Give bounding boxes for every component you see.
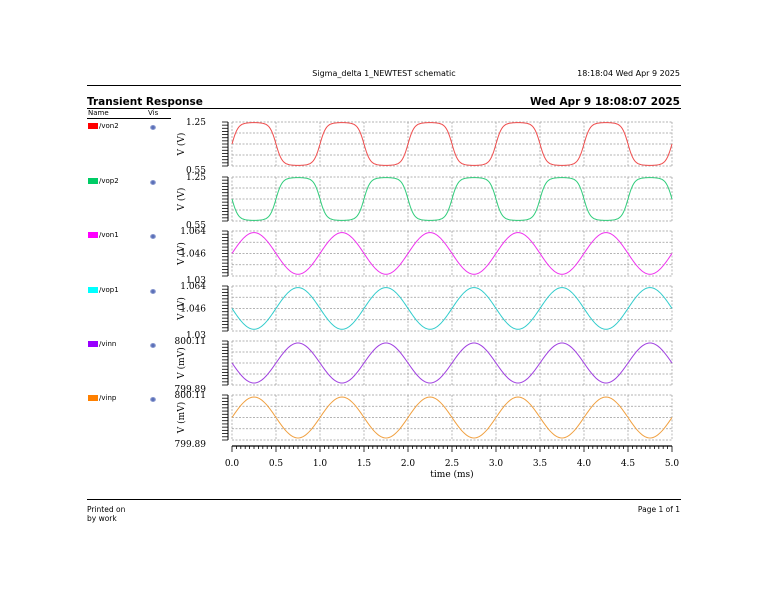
eye-icon[interactable] (150, 180, 156, 185)
strip-vop1: 1.064 1.046 1.03 V (V) (176, 282, 673, 341)
legend-label: /vop2 (99, 177, 119, 185)
legend-divider (87, 118, 171, 119)
svg-text:0.0: 0.0 (225, 459, 240, 469)
x-axis-label: time (ms) (430, 469, 473, 480)
x-axis: 0.0 0.5 1.0 1.5 2.0 2.5 3.0 3.5 4.0 4.5 5.0 time (m… (225, 445, 680, 480)
trace-vinn (231, 342, 673, 384)
svg-text:V (mV): V (mV) (176, 347, 187, 379)
trace-vop1 (231, 287, 673, 330)
svg-text:3.5: 3.5 (533, 459, 548, 469)
svg-text:V (V): V (V) (176, 133, 187, 157)
svg-text:V (V): V (V) (176, 242, 187, 266)
eye-icon[interactable] (150, 125, 156, 130)
legend-item-von1[interactable]: /von1 (88, 230, 119, 240)
legend-item-vop2[interactable]: /vop2 (88, 176, 119, 186)
svg-text:1.5: 1.5 (357, 459, 372, 469)
svg-text:1.046: 1.046 (180, 250, 206, 260)
schematic-title: Sigma_delta 1_NEWTEST schematic (312, 69, 456, 78)
svg-text:2.5: 2.5 (445, 459, 460, 469)
color-swatch (88, 178, 98, 184)
svg-text:1.064: 1.064 (180, 282, 206, 292)
trace-vinp (231, 396, 673, 439)
svg-text:800.11: 800.11 (175, 337, 207, 347)
legend-label: /von1 (99, 231, 119, 239)
strip-von2: 1.25 0.55 V (V) (176, 118, 673, 176)
svg-text:V (V): V (V) (176, 297, 187, 321)
section-divider (87, 108, 681, 109)
legend-col-vis: Vis (148, 109, 159, 117)
svg-text:V (mV): V (mV) (176, 402, 187, 434)
printed-on-label: Printed on (87, 505, 126, 514)
svg-text:0.55: 0.55 (186, 221, 206, 231)
color-swatch (88, 123, 98, 129)
legend-item-vinp[interactable]: /vinp (88, 393, 116, 403)
eye-icon[interactable] (150, 397, 156, 402)
svg-text:3.0: 3.0 (489, 459, 504, 469)
strip-von1: 1.064 1.046 1.03 V (V) (176, 227, 673, 286)
printed-by-label: by work (87, 514, 117, 523)
eye-icon[interactable] (150, 343, 156, 348)
svg-text:1.0: 1.0 (313, 459, 328, 469)
svg-text:1.064: 1.064 (180, 227, 206, 237)
section-title: Transient Response (87, 96, 203, 108)
svg-text:1.25: 1.25 (186, 118, 206, 128)
color-swatch (88, 395, 98, 401)
svg-text:800.11: 800.11 (175, 391, 207, 401)
svg-text:5.0: 5.0 (665, 459, 680, 469)
svg-text:0.5: 0.5 (269, 459, 284, 469)
svg-text:1.03: 1.03 (186, 276, 206, 286)
footer-divider (87, 499, 681, 500)
svg-text:4.0: 4.0 (577, 459, 592, 469)
header-divider (87, 85, 681, 86)
legend-item-vop1[interactable]: /vop1 (88, 285, 119, 295)
svg-text:799.89: 799.89 (175, 385, 207, 395)
eye-icon[interactable] (150, 234, 156, 239)
svg-text:0.55: 0.55 (186, 166, 206, 176)
legend-label: /vinp (99, 394, 117, 402)
color-swatch (88, 287, 98, 293)
trace-von2 (231, 122, 673, 166)
color-swatch (88, 341, 98, 347)
svg-text:2.0: 2.0 (401, 459, 416, 469)
color-swatch (88, 232, 98, 238)
footer-printed: Printed on by work (87, 505, 125, 523)
svg-text:1.25: 1.25 (186, 173, 206, 183)
legend-item-von2[interactable]: /von2 (88, 121, 119, 131)
page-number: Page 1 of 1 (637, 505, 680, 514)
eye-icon[interactable] (150, 289, 156, 294)
legend-col-name: Name (88, 109, 109, 117)
strip-vop2: 1.25 0.55 V (V) (176, 173, 673, 231)
header-timestamp: 18:18:04 Wed Apr 9 2025 (577, 69, 680, 78)
strip-vinn: 800.11 799.89 V (mV) (175, 337, 673, 395)
trace-von1 (231, 232, 673, 275)
legend-label: /von2 (99, 122, 119, 130)
svg-text:1.046: 1.046 (180, 305, 206, 315)
svg-text:1.03: 1.03 (186, 331, 206, 341)
section-date: Wed Apr 9 18:08:07 2025 (529, 96, 680, 108)
legend-label: /vop1 (99, 286, 119, 294)
legend-item-vinn[interactable]: /vinn (88, 339, 116, 349)
svg-text:V (V): V (V) (176, 188, 187, 212)
trace-vop2 (231, 177, 673, 221)
strip-vinp: 800.11 799.89 V (mV) (175, 391, 673, 450)
svg-text:4.5: 4.5 (621, 459, 636, 469)
svg-text:799.89: 799.89 (175, 440, 207, 450)
legend-label: /vinn (99, 340, 117, 348)
